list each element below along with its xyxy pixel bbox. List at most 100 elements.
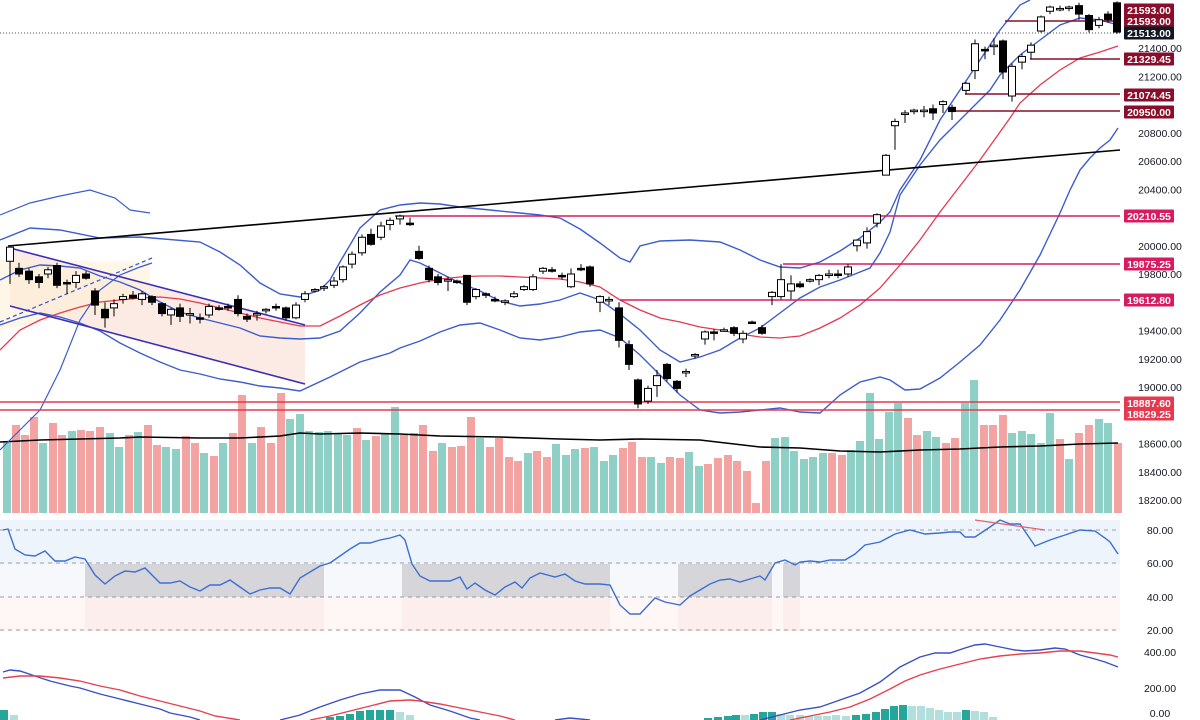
volume-bar xyxy=(904,418,912,513)
volume-ma-line xyxy=(0,432,1119,453)
volume-bar xyxy=(781,437,789,513)
candle xyxy=(425,265,433,283)
bollinger-bands xyxy=(0,0,1119,451)
candle xyxy=(463,274,471,306)
rsi-background xyxy=(0,520,1120,631)
volume-bar xyxy=(790,451,798,513)
candle xyxy=(396,214,404,225)
svg-text:18829.25: 18829.25 xyxy=(1127,409,1171,421)
volume-bar xyxy=(562,455,570,513)
candle xyxy=(330,276,338,289)
price-tag: 18887.60 xyxy=(1124,396,1174,410)
volume-bar xyxy=(144,425,152,513)
candle xyxy=(253,310,261,321)
price-tag: 21593.00 xyxy=(1124,14,1174,28)
candle xyxy=(119,293,127,304)
price-tags: 21593.0021593.0021513.0021329.4521074.45… xyxy=(1124,3,1174,421)
candle xyxy=(472,288,480,300)
volume-bar xyxy=(847,450,855,513)
candle xyxy=(101,302,109,328)
candle xyxy=(1065,5,1073,12)
candle xyxy=(882,153,890,176)
volume-bar xyxy=(581,448,589,513)
volume-bar xyxy=(381,433,389,513)
candle xyxy=(853,239,861,252)
volume-bar xyxy=(524,453,532,513)
svg-text:21593.00: 21593.00 xyxy=(1127,16,1171,28)
volume-bar xyxy=(286,419,294,513)
price-tick-label: 19000.00 xyxy=(1138,382,1182,394)
candle xyxy=(491,296,499,303)
svg-text:21513.00: 21513.00 xyxy=(1127,28,1171,40)
candle xyxy=(243,313,251,323)
price-tick-label: 18400.00 xyxy=(1138,467,1182,479)
volume-bar xyxy=(1046,413,1054,513)
trendline[interactable] xyxy=(7,149,1121,247)
candle xyxy=(339,265,347,283)
candle xyxy=(320,285,328,291)
volume-bar xyxy=(628,442,636,513)
price-axis[interactable]: 21400.00 21200.00 20800.00 20600.00 20400.00… xyxy=(1138,43,1182,507)
channel-upper-line[interactable] xyxy=(9,247,306,326)
candle xyxy=(1095,16,1103,29)
volume-bar xyxy=(657,463,665,513)
svg-text:40.00: 40.00 xyxy=(1147,592,1173,604)
svg-text:400.00: 400.00 xyxy=(1144,647,1176,659)
volume-bar xyxy=(600,461,608,513)
volume-bar xyxy=(875,439,883,513)
price-tick-label: 20600.00 xyxy=(1138,156,1182,168)
channel-lower-line[interactable] xyxy=(9,305,306,385)
volume-bar xyxy=(86,431,94,513)
support-resistance-levels[interactable] xyxy=(0,20,1120,411)
volume-bar xyxy=(647,457,655,513)
volume-bar xyxy=(238,395,246,513)
volume-bar xyxy=(467,417,475,513)
svg-text:21593.00: 21593.00 xyxy=(1127,5,1171,17)
price-tag: 20950.00 xyxy=(1124,105,1174,119)
price-tick-label: 19400.00 xyxy=(1138,326,1182,338)
candle xyxy=(539,266,547,274)
volume-bar xyxy=(372,436,380,513)
volume-bar xyxy=(828,453,836,513)
candle xyxy=(1027,42,1035,60)
volume-bar xyxy=(590,447,598,513)
volume-bar xyxy=(153,445,161,513)
price-tick-label: 18200.00 xyxy=(1138,495,1182,507)
candle xyxy=(1037,15,1045,33)
volume-bar xyxy=(666,457,674,513)
volume-bar xyxy=(543,457,551,513)
volume-bar xyxy=(676,458,684,513)
candle xyxy=(25,268,33,284)
candle xyxy=(1085,14,1093,33)
volume-bar xyxy=(1085,425,1093,513)
volume-bar xyxy=(210,456,218,513)
volume-bar xyxy=(134,432,142,513)
volume-bar xyxy=(106,433,114,513)
rsi-panel xyxy=(0,519,1120,631)
candle xyxy=(301,290,309,303)
volume-bar xyxy=(942,443,950,513)
candle xyxy=(272,303,280,311)
candle xyxy=(196,313,204,324)
volume-bar xyxy=(894,403,902,513)
candle xyxy=(710,329,718,341)
candle xyxy=(282,306,290,321)
volume-bar xyxy=(685,452,693,513)
volume-bar xyxy=(999,415,1007,513)
svg-text:21074.45: 21074.45 xyxy=(1127,90,1171,102)
candle xyxy=(1008,63,1016,102)
volume-bar xyxy=(410,433,418,513)
candle xyxy=(444,276,452,291)
svg-text:19612.80: 19612.80 xyxy=(1127,295,1171,307)
volume-bar xyxy=(191,443,199,513)
volume-bar xyxy=(30,417,38,513)
volume-bar xyxy=(505,457,513,513)
candle xyxy=(415,245,423,260)
volume-bar xyxy=(1065,459,1073,513)
macd-axis: 400.00 200.00 0.00 xyxy=(1144,647,1176,720)
volume-bar xyxy=(771,438,779,513)
candle xyxy=(63,279,71,294)
price-tick-label: 19200.00 xyxy=(1138,354,1182,366)
volume-bar xyxy=(762,461,770,513)
